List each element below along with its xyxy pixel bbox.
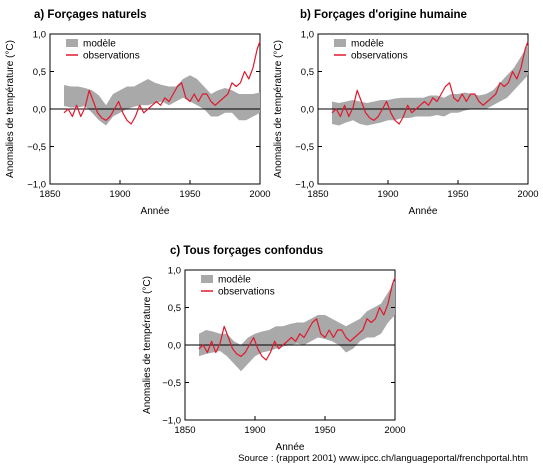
y-tick-label: 1,0 [301,30,314,41]
y-tick-label: −1,0 [27,180,46,191]
y-tick-label: −0,5 [162,378,181,389]
panel-b: b) Forçages d'origine humaine Anomalies … [273,9,539,217]
legend-observations-label: observations [351,51,408,62]
panel-b-observations-line [331,41,529,125]
panel-a-model-band [64,75,260,126]
panel-c-ylabel: Anomalies de température (°C) [142,276,153,414]
panel-c-title: c) Tous forçages confondus [170,245,323,257]
y-tick-label: 0,0 [168,341,181,352]
y-tick-label: 1,0 [33,30,46,41]
y-tick-label: 1,0 [168,266,181,277]
panel-c-model-band [199,281,395,372]
x-tick-label: 2000 [249,189,270,200]
x-tick-label: 1850 [307,189,328,200]
y-tick-label: −0,5 [27,142,46,153]
y-tick-label: 0,0 [301,105,314,116]
x-tick-label: 1900 [377,189,398,200]
legend-observations-label: observations [83,51,140,62]
panel-a-ylabel: Anomalies de température (°C) [5,40,16,178]
y-tick-label: 0,5 [168,303,181,314]
panel-b-title: b) Forçages d'origine humaine [300,9,467,21]
x-tick-label: 1850 [174,425,195,436]
y-tick-label: −0,5 [295,142,314,153]
x-tick-label: 1900 [244,425,265,436]
legend-model-swatch [334,39,346,47]
x-tick-label: 1950 [179,189,200,200]
panel-a-title: a) Forçages naturels [34,9,146,21]
legend-model-swatch [66,39,78,47]
legend-model-swatch [201,275,213,283]
panel-a-xlabel: Année [141,206,170,217]
source-note: Source : (rapport 2001) www.ipcc.ch/lang… [238,453,528,464]
panel-b-xlabel: Année [409,206,438,217]
y-tick-label: −1,0 [295,180,314,191]
panel-b-model-band [332,45,528,126]
panel-c-observations-line [198,277,396,361]
y-tick-label: 0,5 [33,67,46,78]
panel-c: c) Tous forçages confondus Anomalies de … [142,245,406,453]
legend-model-label: modèle [83,39,116,50]
panel-c-xlabel: Année [276,442,305,453]
panel-a-observations-line [63,41,261,125]
x-tick-label: 1850 [39,189,60,200]
x-tick-label: 1950 [314,425,335,436]
y-tick-label: −1,0 [162,416,181,427]
y-tick-label: 0,0 [33,105,46,116]
panel-b-ylabel: Anomalies de température (°C) [273,40,284,178]
legend-model-label: modèle [351,39,384,50]
panel-a: a) Forçages naturels Anomalies de tempér… [5,9,271,217]
legend-model-label: modèle [218,275,251,286]
x-tick-label: 2000 [517,189,538,200]
legend-observations-label: observations [218,287,275,298]
y-tick-label: 0,5 [301,67,314,78]
x-tick-label: 1900 [109,189,130,200]
x-tick-label: 1950 [447,189,468,200]
x-tick-label: 2000 [384,425,405,436]
